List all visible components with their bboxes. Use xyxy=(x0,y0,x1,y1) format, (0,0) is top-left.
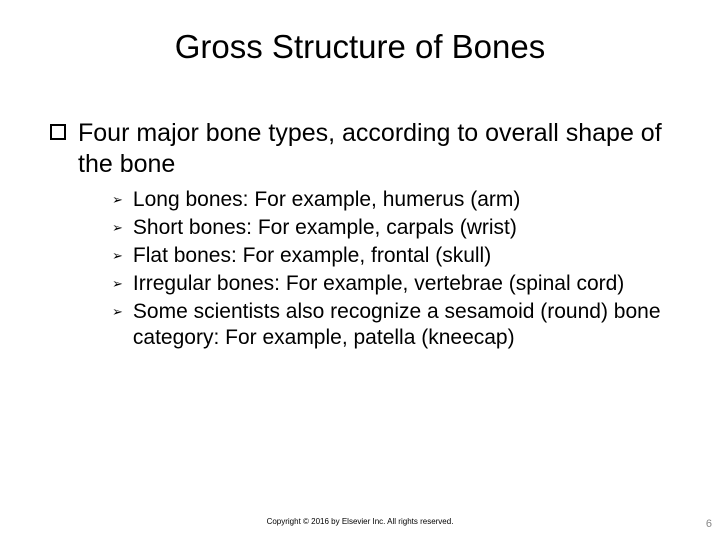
list-item: ➢ Short bones: For example, carpals (wri… xyxy=(112,215,670,241)
arrow-bullet-icon: ➢ xyxy=(112,243,123,269)
arrow-bullet-icon: ➢ xyxy=(112,215,123,241)
list-item-text: Flat bones: For example, frontal (skull) xyxy=(133,243,491,269)
square-bullet-icon xyxy=(50,124,66,140)
list-item: ➢ Flat bones: For example, frontal (skul… xyxy=(112,243,670,269)
list-item: ➢ Irregular bones: For example, vertebra… xyxy=(112,271,670,297)
arrow-bullet-icon: ➢ xyxy=(112,187,123,213)
list-item-text: Some scientists also recognize a sesamoi… xyxy=(133,299,670,351)
list-item-text: Irregular bones: For example, vertebrae … xyxy=(133,271,624,297)
list-item: ➢ Long bones: For example, humerus (arm) xyxy=(112,187,670,213)
list-item-text: Long bones: For example, humerus (arm) xyxy=(133,187,521,213)
slide-body: Four major bone types, according to over… xyxy=(50,118,670,353)
sub-bullet-list: ➢ Long bones: For example, humerus (arm)… xyxy=(112,187,670,351)
copyright-footer: Copyright © 2016 by Elsevier Inc. All ri… xyxy=(0,517,720,526)
arrow-bullet-icon: ➢ xyxy=(112,299,123,325)
list-item: ➢ Some scientists also recognize a sesam… xyxy=(112,299,670,351)
slide-title: Gross Structure of Bones xyxy=(0,28,720,66)
page-number: 6 xyxy=(706,518,712,530)
bullet-level1: Four major bone types, according to over… xyxy=(50,118,670,179)
list-item-text: Short bones: For example, carpals (wrist… xyxy=(133,215,517,241)
arrow-bullet-icon: ➢ xyxy=(112,271,123,297)
slide: Gross Structure of Bones Four major bone… xyxy=(0,0,720,540)
level1-text: Four major bone types, according to over… xyxy=(78,118,670,179)
